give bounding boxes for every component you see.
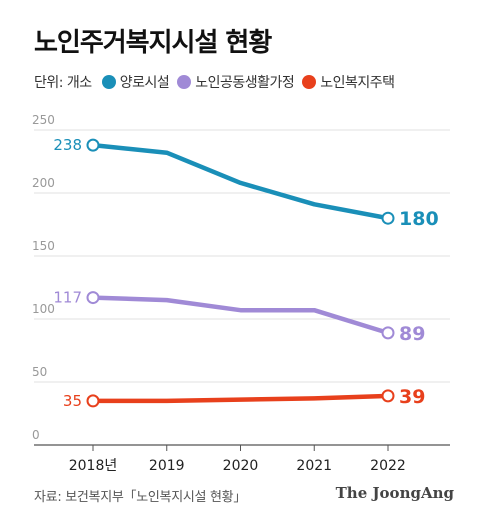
series-point-1 xyxy=(86,291,100,305)
x-tick-label: 2018년 xyxy=(69,458,118,474)
series-line-0 xyxy=(90,142,391,221)
x-tick-label: 2020 xyxy=(223,458,259,474)
legend-swatch-0 xyxy=(101,75,116,89)
y-tick-label: 250 xyxy=(32,113,55,127)
y-tick-label: 100 xyxy=(32,302,55,316)
series-point-0 xyxy=(381,211,395,225)
legend-item-2: 노인복지주택 xyxy=(302,72,395,92)
start-value-label: 117 xyxy=(53,289,82,307)
x-tick-label: 2022 xyxy=(370,458,406,474)
y-tick-label: 50 xyxy=(32,365,47,379)
y-tick-label: 0 xyxy=(32,428,40,442)
series-point-0 xyxy=(86,138,100,152)
legend-swatch-2 xyxy=(302,75,317,89)
end-value-label: 39 xyxy=(399,386,425,408)
end-value-label: 89 xyxy=(399,323,425,345)
legend: 단위: 개소 양로시설 노인공동생활가정 노인복지주택 xyxy=(34,72,403,92)
y-tick-label: 200 xyxy=(32,176,55,190)
chart-title: 노인주거복지시설 현황 xyxy=(34,28,272,58)
legend-item-1: 노인공동생활가정 xyxy=(177,72,295,92)
legend-label-0: 양로시설 xyxy=(119,75,170,91)
series-point-1 xyxy=(381,326,395,340)
source-note: 자료: 보건복지부「노인복지시설 현황」 xyxy=(34,490,247,505)
y-tick-label: 150 xyxy=(32,239,55,253)
series-line-2 xyxy=(90,393,391,404)
legend-label-1: 노인공동생활가정 xyxy=(195,75,295,91)
legend-item-0: 양로시설 xyxy=(101,72,170,92)
x-tick-label: 2019 xyxy=(149,458,185,474)
series-line-1 xyxy=(90,295,391,336)
start-value-label: 35 xyxy=(63,392,82,410)
legend-swatch-1 xyxy=(177,75,192,89)
series-point-2 xyxy=(381,389,395,403)
series-point-2 xyxy=(86,394,100,408)
end-value-label: 180 xyxy=(399,208,439,230)
legend-label-2: 노인복지주택 xyxy=(320,75,395,91)
brand-logo: The JoongAng xyxy=(335,484,454,502)
start-value-label: 238 xyxy=(53,136,82,154)
unit-label: 단위: 개소 xyxy=(34,75,92,91)
x-tick-label: 2021 xyxy=(296,458,332,474)
